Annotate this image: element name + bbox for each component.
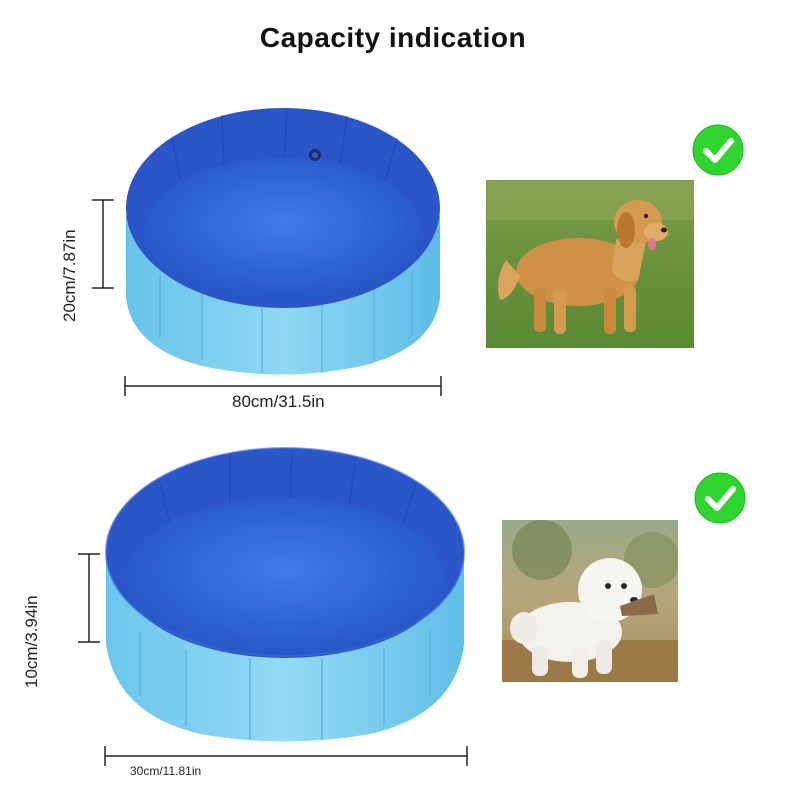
green-checkmark-icon	[694, 472, 746, 524]
small-pool-image	[105, 447, 465, 742]
small-diameter-label: 30cm/11.81in	[130, 764, 202, 778]
green-checkmark-icon	[692, 124, 744, 176]
large-height-dimension-line	[92, 199, 114, 289]
page-title: Capacity indication	[259, 22, 527, 53]
large-diameter-label: 80cm/31.5in	[232, 392, 325, 411]
white-bichon-photo	[502, 520, 678, 682]
small-height-label: 10cm/3.94in	[22, 595, 41, 688]
large-height-label: 20cm/7.87in	[60, 229, 79, 322]
golden-retriever-photo	[486, 180, 694, 348]
large-pool-image	[126, 107, 440, 375]
small-height-dimension-line	[78, 553, 100, 643]
large-diameter-dimension-line	[124, 376, 442, 396]
small-diameter-dimension-line	[104, 746, 468, 766]
